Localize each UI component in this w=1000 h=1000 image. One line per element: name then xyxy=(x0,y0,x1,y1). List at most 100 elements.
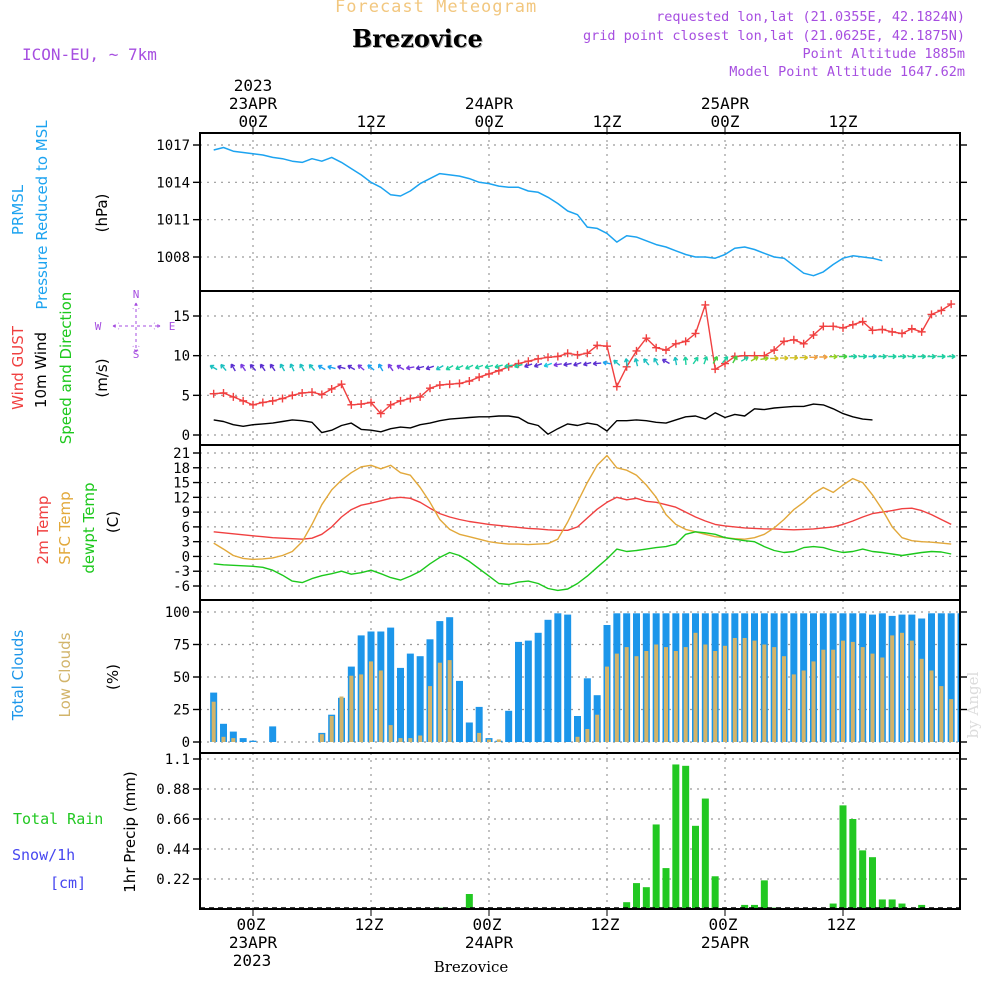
wind-direction-arrow xyxy=(602,360,612,366)
top-date-label: 25APR xyxy=(701,94,750,113)
total-clouds-bar xyxy=(583,678,591,742)
low-clouds-bar xyxy=(231,738,236,742)
clouds-unit-label: (%) xyxy=(104,664,122,690)
low-clouds-bar xyxy=(782,656,786,742)
wind-gust-marker xyxy=(553,352,562,361)
wind-direction-arrow xyxy=(799,354,809,361)
low-clouds-bar xyxy=(595,714,600,742)
low-clouds-bar xyxy=(605,666,609,742)
low-clouds-bar xyxy=(929,670,934,742)
y-tick-label: -6 xyxy=(173,579,190,595)
wind-direction-arrow xyxy=(279,363,286,372)
wind-direction-arrow xyxy=(240,363,247,372)
low-clouds-bar xyxy=(624,647,629,742)
wind-gust-marker xyxy=(858,317,867,326)
y-tick-label: 25 xyxy=(173,703,190,719)
low-clouds-bar xyxy=(447,660,452,742)
wind-direction-arrow xyxy=(623,358,630,367)
low-clouds-bar xyxy=(831,649,836,742)
low-clouds-bar xyxy=(644,651,649,742)
low-clouds-bar xyxy=(742,638,747,742)
y-tick-label: 3 xyxy=(182,535,190,551)
wind-gust-marker xyxy=(219,388,228,397)
wind-gust-marker xyxy=(455,379,464,388)
requested-coordinates: requested lon,lat (21.0355E, 42.1824N) xyxy=(656,9,965,25)
wind-direction-arrow xyxy=(347,364,356,371)
y-tick-label: 12 xyxy=(173,490,190,506)
rain-bar xyxy=(839,805,847,909)
top-time-label: 12Z xyxy=(357,112,386,131)
low-clouds-bar xyxy=(791,674,796,742)
y-tick-label: 0.88 xyxy=(156,782,190,798)
y-tick-label: 1.1 xyxy=(165,752,190,768)
y-tick-label: 10 xyxy=(173,349,190,365)
top-date-label: 24APR xyxy=(465,94,514,113)
low-clouds-bar xyxy=(713,651,718,742)
wind-gust-marker xyxy=(288,391,297,400)
low-clouds-bar xyxy=(723,645,727,742)
wind-direction-arrow xyxy=(378,363,384,372)
total-clouds-bar xyxy=(574,716,581,742)
temp-sfc-label: SFC Temp xyxy=(56,491,74,564)
wind-direction-arrow xyxy=(220,363,227,372)
wind-direction-arrow xyxy=(809,354,818,360)
wind-gust-marker xyxy=(278,394,287,403)
wind-gust-marker xyxy=(445,380,454,389)
low-clouds-bar xyxy=(496,739,501,742)
y-tick-label: 15 xyxy=(173,476,190,492)
wind-gust-marker xyxy=(868,326,877,335)
low-clouds-bar xyxy=(919,658,924,742)
wind-gust-marker xyxy=(209,389,218,398)
wind-gust-marker xyxy=(701,300,710,309)
wind-direction-arrow xyxy=(721,356,729,364)
wind-direction-arrow xyxy=(573,361,582,367)
wind-direction-arrow xyxy=(435,364,444,371)
wind-gust-marker xyxy=(347,400,356,409)
low-clouds-bar xyxy=(673,651,678,742)
wind-gust-marker xyxy=(327,384,336,393)
bottom-time-label: 00Z xyxy=(709,915,738,934)
bottom-time-label: 00Z xyxy=(473,915,502,934)
y-tick-label: 5 xyxy=(182,388,190,404)
pressure-unit-label: (hPa) xyxy=(93,194,111,233)
rain-bar xyxy=(642,887,650,909)
snow-unit-label: [cm] xyxy=(50,874,86,892)
wind-direction-arrow xyxy=(917,353,927,360)
wind-gust-marker xyxy=(308,388,316,397)
station-name: Brezovice xyxy=(352,24,483,53)
total-clouds-bar xyxy=(229,731,237,742)
low-clouds-bar xyxy=(585,729,590,742)
wind-gust-marker xyxy=(612,382,621,391)
wind-direction-arrow xyxy=(592,360,602,367)
wind-direction-arrow xyxy=(770,355,779,362)
wind-direction-arrow xyxy=(405,365,415,371)
low-clouds-bar xyxy=(811,661,816,742)
y-tick-label: 15 xyxy=(173,309,190,325)
wind-direction-arrow xyxy=(299,363,305,372)
wind-direction-arrow xyxy=(868,353,877,360)
pressure-label-prmsl: PRMSL xyxy=(9,184,27,235)
wind-direction-arrow xyxy=(474,364,484,370)
wind-direction-arrow xyxy=(209,364,218,371)
wind-gust-marker xyxy=(780,337,788,346)
wind-gust-marker xyxy=(671,339,680,348)
wind-gust-marker xyxy=(789,335,798,344)
watermark: by Angel xyxy=(964,671,982,738)
wind-direction-arrow xyxy=(661,358,670,365)
wind-gust-marker xyxy=(770,346,779,355)
low-clouds-bar xyxy=(418,735,423,742)
wind-gust-marker xyxy=(740,351,749,360)
wind-gust-marker xyxy=(898,329,906,338)
wind-direction-arrow xyxy=(289,363,295,372)
precip-ylabel: 1hr Precip (mm) xyxy=(121,771,139,892)
low-clouds-bar xyxy=(949,699,954,742)
wind-direction-arrow xyxy=(682,356,689,365)
rain-bar xyxy=(672,764,680,909)
wind-gust-marker xyxy=(229,392,238,401)
total-clouds-bar xyxy=(465,722,473,742)
wind-direction-arrow xyxy=(703,356,709,365)
rain-bar xyxy=(859,850,867,909)
wind-gust-marker xyxy=(632,346,641,355)
wind-direction-arrow xyxy=(582,361,592,367)
